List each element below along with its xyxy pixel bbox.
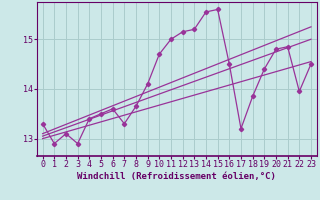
- X-axis label: Windchill (Refroidissement éolien,°C): Windchill (Refroidissement éolien,°C): [77, 172, 276, 181]
